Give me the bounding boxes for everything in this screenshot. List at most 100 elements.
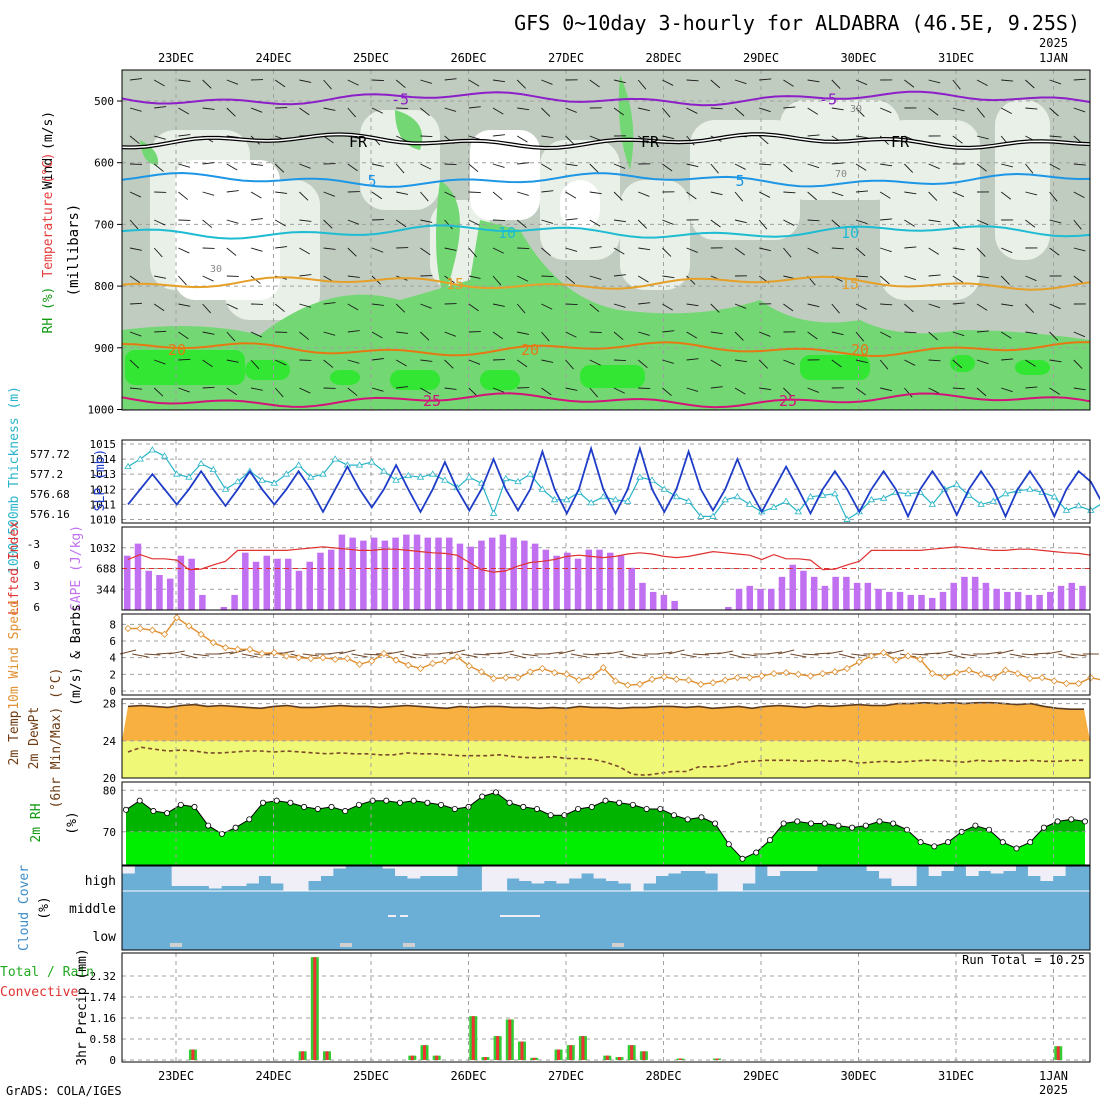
wind-barb-10m [570,653,588,658]
wind-barb [1000,275,1010,285]
wind-barb [589,79,600,88]
wind-speed-point [904,652,912,660]
thickness-tick-label: 577.72 [30,448,70,461]
wind-barb [734,331,744,341]
wind-barb-10m [497,650,514,655]
wind-barb [444,275,455,284]
wind-speed-point [806,672,815,680]
wind-barb [759,387,772,391]
wind-barb [468,387,478,397]
wind-barb [638,191,650,197]
x-label-top: 29DEC [743,51,779,65]
high-cloud-gap [419,866,433,876]
high-cloud-gap [593,866,607,879]
rh-2m-point [643,805,650,812]
wind-barb [492,219,506,222]
wind-barb-10m [156,652,173,655]
thickness-point [1062,506,1071,513]
wind-barb-10m [363,653,380,656]
precip-convective-bar [557,1049,561,1060]
wind-barb-10m [814,652,831,655]
wind-barb [516,219,527,229]
wind-barb [323,107,336,111]
rh-2m-point [780,820,787,827]
wind-barb [154,135,166,140]
wind-barb [613,191,623,201]
thickness-point [550,496,559,503]
x-label-bottom: 23DEC [158,1069,194,1083]
wind-speed-point [221,644,230,652]
wind-barb-10m [948,653,965,659]
wind-barb [807,331,818,340]
wind-barb [662,107,671,118]
wind-barb [275,246,288,249]
thickness-point [733,493,742,500]
wind-barb-10m [388,650,405,655]
wind-barb [783,191,796,194]
middle-cloud-gap [516,915,524,917]
wind-barb [1073,78,1086,81]
middle-cloud-gap [532,915,540,917]
wind-barb [880,107,892,114]
cape-bar [370,537,378,610]
wind-barb [638,247,651,251]
wind-barb-10m [558,649,575,655]
wind-barb [928,191,938,201]
rh-2m-point [301,803,308,810]
precip-convective-bar [678,1058,682,1060]
high-cloud-gap [1027,866,1041,876]
wind-barb [444,247,457,251]
wind-speed-point [758,672,766,680]
wind-barb [395,79,406,89]
temp-tick-label: 28 [103,698,116,711]
x-label-top: 24DEC [255,51,291,65]
pressure-tick-label: 700 [94,218,114,231]
temperature-contour-label: 20 [521,341,539,359]
wind-barb-10m [1070,653,1087,657]
wind-barb [1025,219,1036,228]
precip-convective-bar [715,1058,719,1060]
x-label-top: 31DEC [938,51,974,65]
high-cloud-gap [866,866,880,871]
temperature-contour-label: 20 [851,341,869,359]
cape-bar [242,552,249,610]
wind-speed-point [697,680,705,688]
wind-barb-10m [193,653,210,657]
wind-barb [1049,79,1062,85]
wind-barb [734,387,746,395]
wind-barb [226,303,238,310]
precip-convective-bar [605,1055,609,1060]
low-cloud-gap [340,943,352,947]
wind-barb [517,162,530,165]
wind-barb [952,331,965,337]
thickness-point [331,455,339,462]
wind-speed-point [173,614,181,622]
high-cloud-gap [506,866,520,879]
wind-barb [420,163,432,170]
wind-barb [226,331,236,342]
wind-barb-10m [168,650,185,655]
precip-convective-bar [410,1055,414,1060]
rh-2m-point [136,797,143,804]
wind-barb [855,190,868,193]
rh-2m-point [492,789,499,796]
rh-2m-point [259,799,266,806]
thickness-point [514,477,522,485]
wind-barb [589,219,601,227]
cape-bar [166,578,174,610]
wind-barb [444,107,457,112]
wind-speed-point [989,674,997,682]
wind-barb [734,107,745,117]
x-label-bottom: 30DEC [840,1069,876,1083]
thickness-point [160,452,169,459]
wind-barb [807,247,819,254]
wind-barb [420,191,429,202]
wind-barb [274,163,285,173]
wind-barb [347,79,359,86]
wind-barb-10m [790,653,807,658]
wind-barb [831,303,840,314]
wind-barb [1001,163,1013,168]
wind-barb [904,79,915,88]
wind-barb [347,219,360,225]
wind-barb-10m [595,652,612,655]
